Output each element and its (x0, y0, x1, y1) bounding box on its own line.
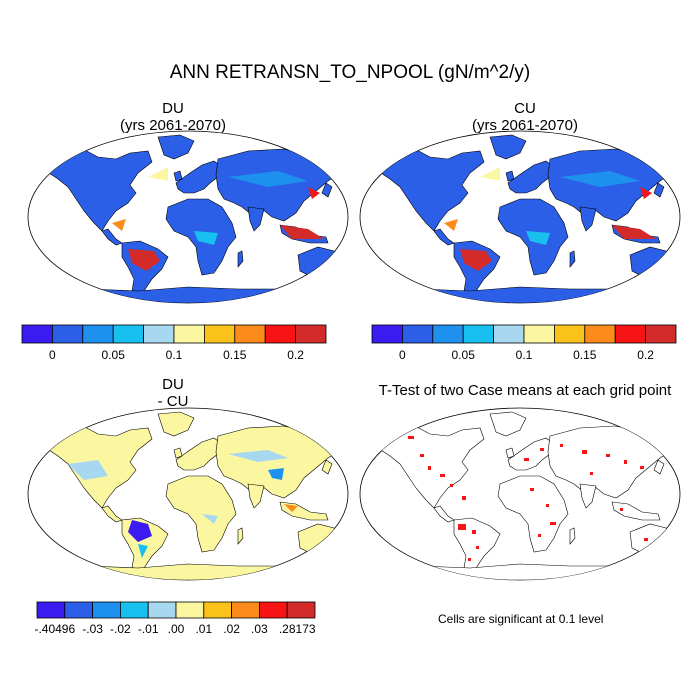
colorbar-diff-box (286, 601, 316, 619)
colorbar-du-box (295, 324, 327, 344)
map-cu (359, 130, 681, 304)
colorbar-diff-box (120, 601, 149, 619)
colorbar-du-tick-label: 0 (49, 348, 56, 362)
panel-cu-years: (yrs 2061-2070) (472, 117, 578, 134)
panel-du-years: (yrs 2061-2070) (120, 117, 226, 134)
colorbar-du-box (203, 324, 236, 344)
colorbar-du-box (264, 324, 297, 344)
colorbar-du-tick-label: 0.1 (165, 348, 183, 362)
map-du (27, 130, 349, 304)
colorbar-cu-box (432, 324, 464, 344)
colorbar-diff-box (175, 601, 205, 619)
colorbar-diff-tick-label: -.02 (110, 622, 131, 636)
colorbar-diff-box (64, 601, 94, 619)
colorbar-du-box (143, 324, 175, 344)
colorbar-cu-box (584, 324, 616, 344)
colorbar-du-tick-label: 0.15 (223, 348, 247, 362)
colorbar-cu-box (614, 324, 647, 344)
colorbar-du (21, 324, 327, 344)
colorbar-cu-tick-label: 0 (399, 348, 406, 362)
map-diff (27, 407, 349, 581)
colorbar-cu-box (523, 324, 555, 344)
panel-du-name: DU (162, 100, 184, 117)
colorbar-cu-tick-label: 0.1 (515, 348, 533, 362)
colorbar-diff-tick-label: .28173 (278, 622, 316, 636)
colorbar-cu-box (645, 324, 677, 344)
colorbar-du-box (21, 324, 53, 344)
colorbar-diff-tick-label: -.40496 (34, 622, 76, 636)
colorbar-cu-box (493, 324, 525, 344)
colorbar-diff-tick-label: .02 (223, 622, 240, 636)
colorbar-diff-tick-label: -.01 (137, 622, 159, 636)
panel-ttest-title: T-Test of two Case means at each grid po… (378, 382, 672, 399)
colorbar-du-box (52, 324, 84, 344)
colorbar-cu-tick-label: 0.05 (451, 348, 475, 362)
colorbar-cu (371, 324, 677, 344)
colorbar-cu-box (462, 324, 495, 344)
panel-diff-name: DU (162, 376, 184, 393)
colorbar-diff-tick-label: -.03 (82, 622, 103, 636)
colorbar-cu-box (371, 324, 403, 344)
colorbar-diff-tick-label: .01 (195, 622, 213, 636)
significance-note: Cells are significant at 0.1 level (438, 612, 604, 626)
colorbar-cu-box (401, 324, 434, 344)
map-ttest (359, 407, 681, 581)
colorbar-diff-box (231, 601, 260, 619)
colorbar-du-tick-label: 0.2 (287, 348, 304, 362)
colorbar-du-box (234, 324, 266, 344)
colorbar-cu-tick-label: 0.15 (573, 348, 597, 362)
colorbar-diff-box (92, 601, 121, 619)
colorbar-cu-tick-label: 0.2 (637, 348, 654, 362)
colorbar-du-tick-label: 0.05 (101, 348, 125, 362)
panel-cu-title: CU (yrs 2061-2070) (390, 100, 660, 134)
colorbar-diff-box (36, 601, 66, 619)
colorbar-cu-box (554, 324, 586, 344)
colorbar-diff-box (147, 601, 177, 619)
colorbar-du-box (112, 324, 144, 344)
panel-diff-sub: - CU (157, 393, 189, 410)
colorbar-diff (36, 601, 316, 619)
panel-du-title: DU (yrs 2061-2070) (38, 100, 308, 134)
colorbar-diff-box (203, 601, 233, 619)
colorbar-du-box (82, 324, 114, 344)
colorbar-diff-tick-label: .03 (251, 622, 268, 636)
colorbar-diff-tick-label: .00 (167, 622, 185, 636)
panel-cu-name: CU (514, 100, 536, 117)
panel-diff-title: DU - CU (38, 376, 308, 410)
colorbar-diff-box (258, 601, 288, 619)
figure-title: ANN RETRANSN_TO_NPOOL (gN/m^2/y) (169, 62, 531, 83)
colorbar-du-box (173, 324, 205, 344)
